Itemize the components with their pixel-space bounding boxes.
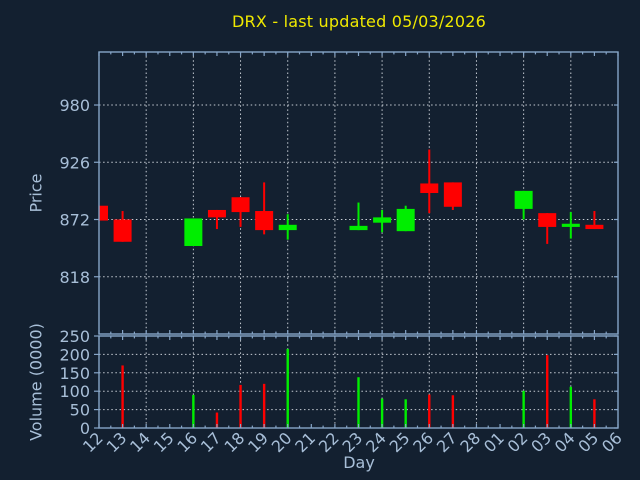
day-axis-label: Day — [343, 453, 375, 472]
volume-bar — [593, 399, 596, 428]
volume-tick-label: 50 — [70, 401, 90, 420]
volume-bar — [357, 377, 360, 428]
candle-body — [373, 217, 392, 223]
candle-body — [443, 182, 462, 207]
price-panel-border — [98, 51, 619, 335]
candle-body — [538, 213, 557, 227]
candles — [99, 149, 604, 247]
volume-axis-label: Volume (0000) — [26, 323, 46, 441]
candle-body — [349, 225, 368, 231]
candle-body — [278, 224, 297, 231]
candle-body — [184, 218, 203, 247]
price-tick-label: 980 — [59, 96, 90, 115]
volume-tick-label: 100 — [59, 382, 90, 401]
volume-bar — [262, 383, 266, 428]
candle-body — [99, 205, 108, 221]
candle-body — [113, 219, 132, 242]
volume-bar — [380, 398, 384, 428]
volume-bar — [428, 394, 431, 428]
price-tick-label: 818 — [59, 268, 90, 287]
chart-title: DRX - last updated 05/03/2026 — [232, 12, 486, 31]
volume-tick-label: 150 — [59, 364, 90, 383]
volume-bar — [286, 348, 289, 428]
volume-bar — [404, 399, 407, 428]
price-tick-label: 926 — [59, 153, 90, 172]
price-tick-label: 872 — [59, 211, 90, 230]
candle-body — [420, 183, 439, 193]
candle-body — [207, 209, 226, 218]
price-axis-label: Price — [26, 173, 46, 213]
volume-bar — [546, 355, 549, 428]
candle-body — [255, 211, 274, 231]
volume-tick-label: 250 — [59, 327, 90, 346]
volume-bar — [121, 365, 124, 428]
volume-tick-label: 0 — [80, 419, 90, 438]
axes — [98, 51, 619, 429]
candle-body — [585, 224, 604, 230]
volume-bar — [239, 384, 242, 428]
volume-bars — [121, 348, 596, 428]
volume-bar — [569, 386, 573, 428]
volume-bar — [192, 394, 195, 428]
ticks — [94, 52, 619, 429]
volume-tick-label: 200 — [59, 345, 90, 364]
candle-body — [231, 197, 250, 213]
volume-bar — [215, 412, 219, 428]
candle-body — [561, 223, 580, 227]
candle-body — [396, 208, 415, 232]
volume-bar — [522, 390, 525, 428]
tick-labels: 8188729269800501001502002501213141516171… — [59, 96, 625, 456]
volume-bar — [451, 395, 455, 428]
gridlines — [99, 52, 618, 428]
candle-body — [514, 190, 533, 209]
